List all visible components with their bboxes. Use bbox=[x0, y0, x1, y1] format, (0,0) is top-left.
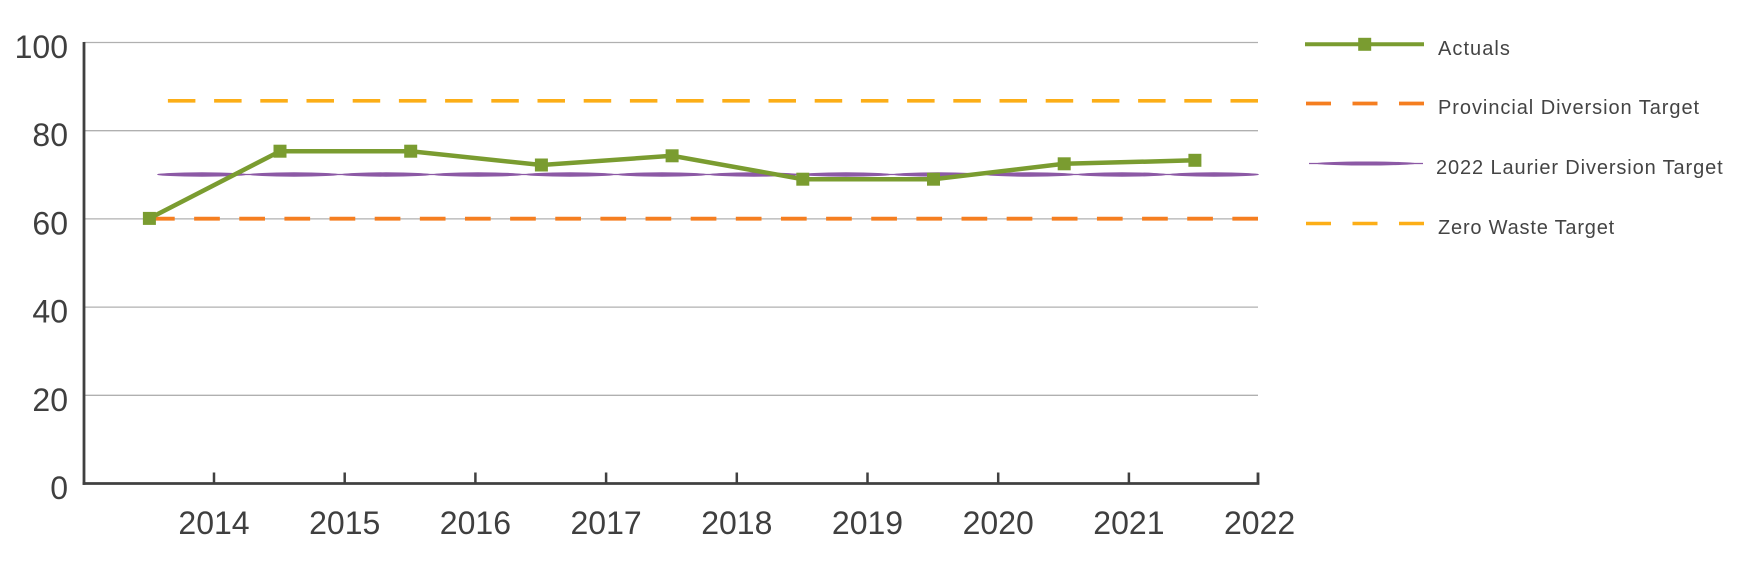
svg-text:Provincial Diversion Target: Provincial Diversion Target bbox=[1438, 97, 1700, 119]
svg-text:2021: 2021 bbox=[1093, 505, 1164, 541]
svg-text:40: 40 bbox=[32, 294, 68, 330]
svg-text:100: 100 bbox=[15, 29, 68, 65]
svg-text:60: 60 bbox=[32, 205, 68, 241]
svg-text:2016: 2016 bbox=[440, 505, 511, 541]
svg-text:Zero Waste Target: Zero Waste Target bbox=[1438, 217, 1615, 239]
svg-text:2019: 2019 bbox=[832, 505, 903, 541]
svg-text:80: 80 bbox=[32, 117, 68, 153]
svg-text:2020: 2020 bbox=[963, 505, 1034, 541]
svg-text:Actuals: Actuals bbox=[1438, 38, 1511, 60]
svg-text:2022: 2022 bbox=[1224, 505, 1295, 541]
svg-text:2018: 2018 bbox=[701, 505, 772, 541]
svg-text:20: 20 bbox=[32, 382, 68, 418]
svg-text:2022 Laurier Diversion Target: 2022 Laurier Diversion Target bbox=[1436, 157, 1724, 179]
svg-text:2014: 2014 bbox=[178, 505, 249, 541]
svg-text:0: 0 bbox=[50, 470, 68, 506]
svg-text:2017: 2017 bbox=[571, 505, 642, 541]
svg-text:2015: 2015 bbox=[309, 505, 380, 541]
